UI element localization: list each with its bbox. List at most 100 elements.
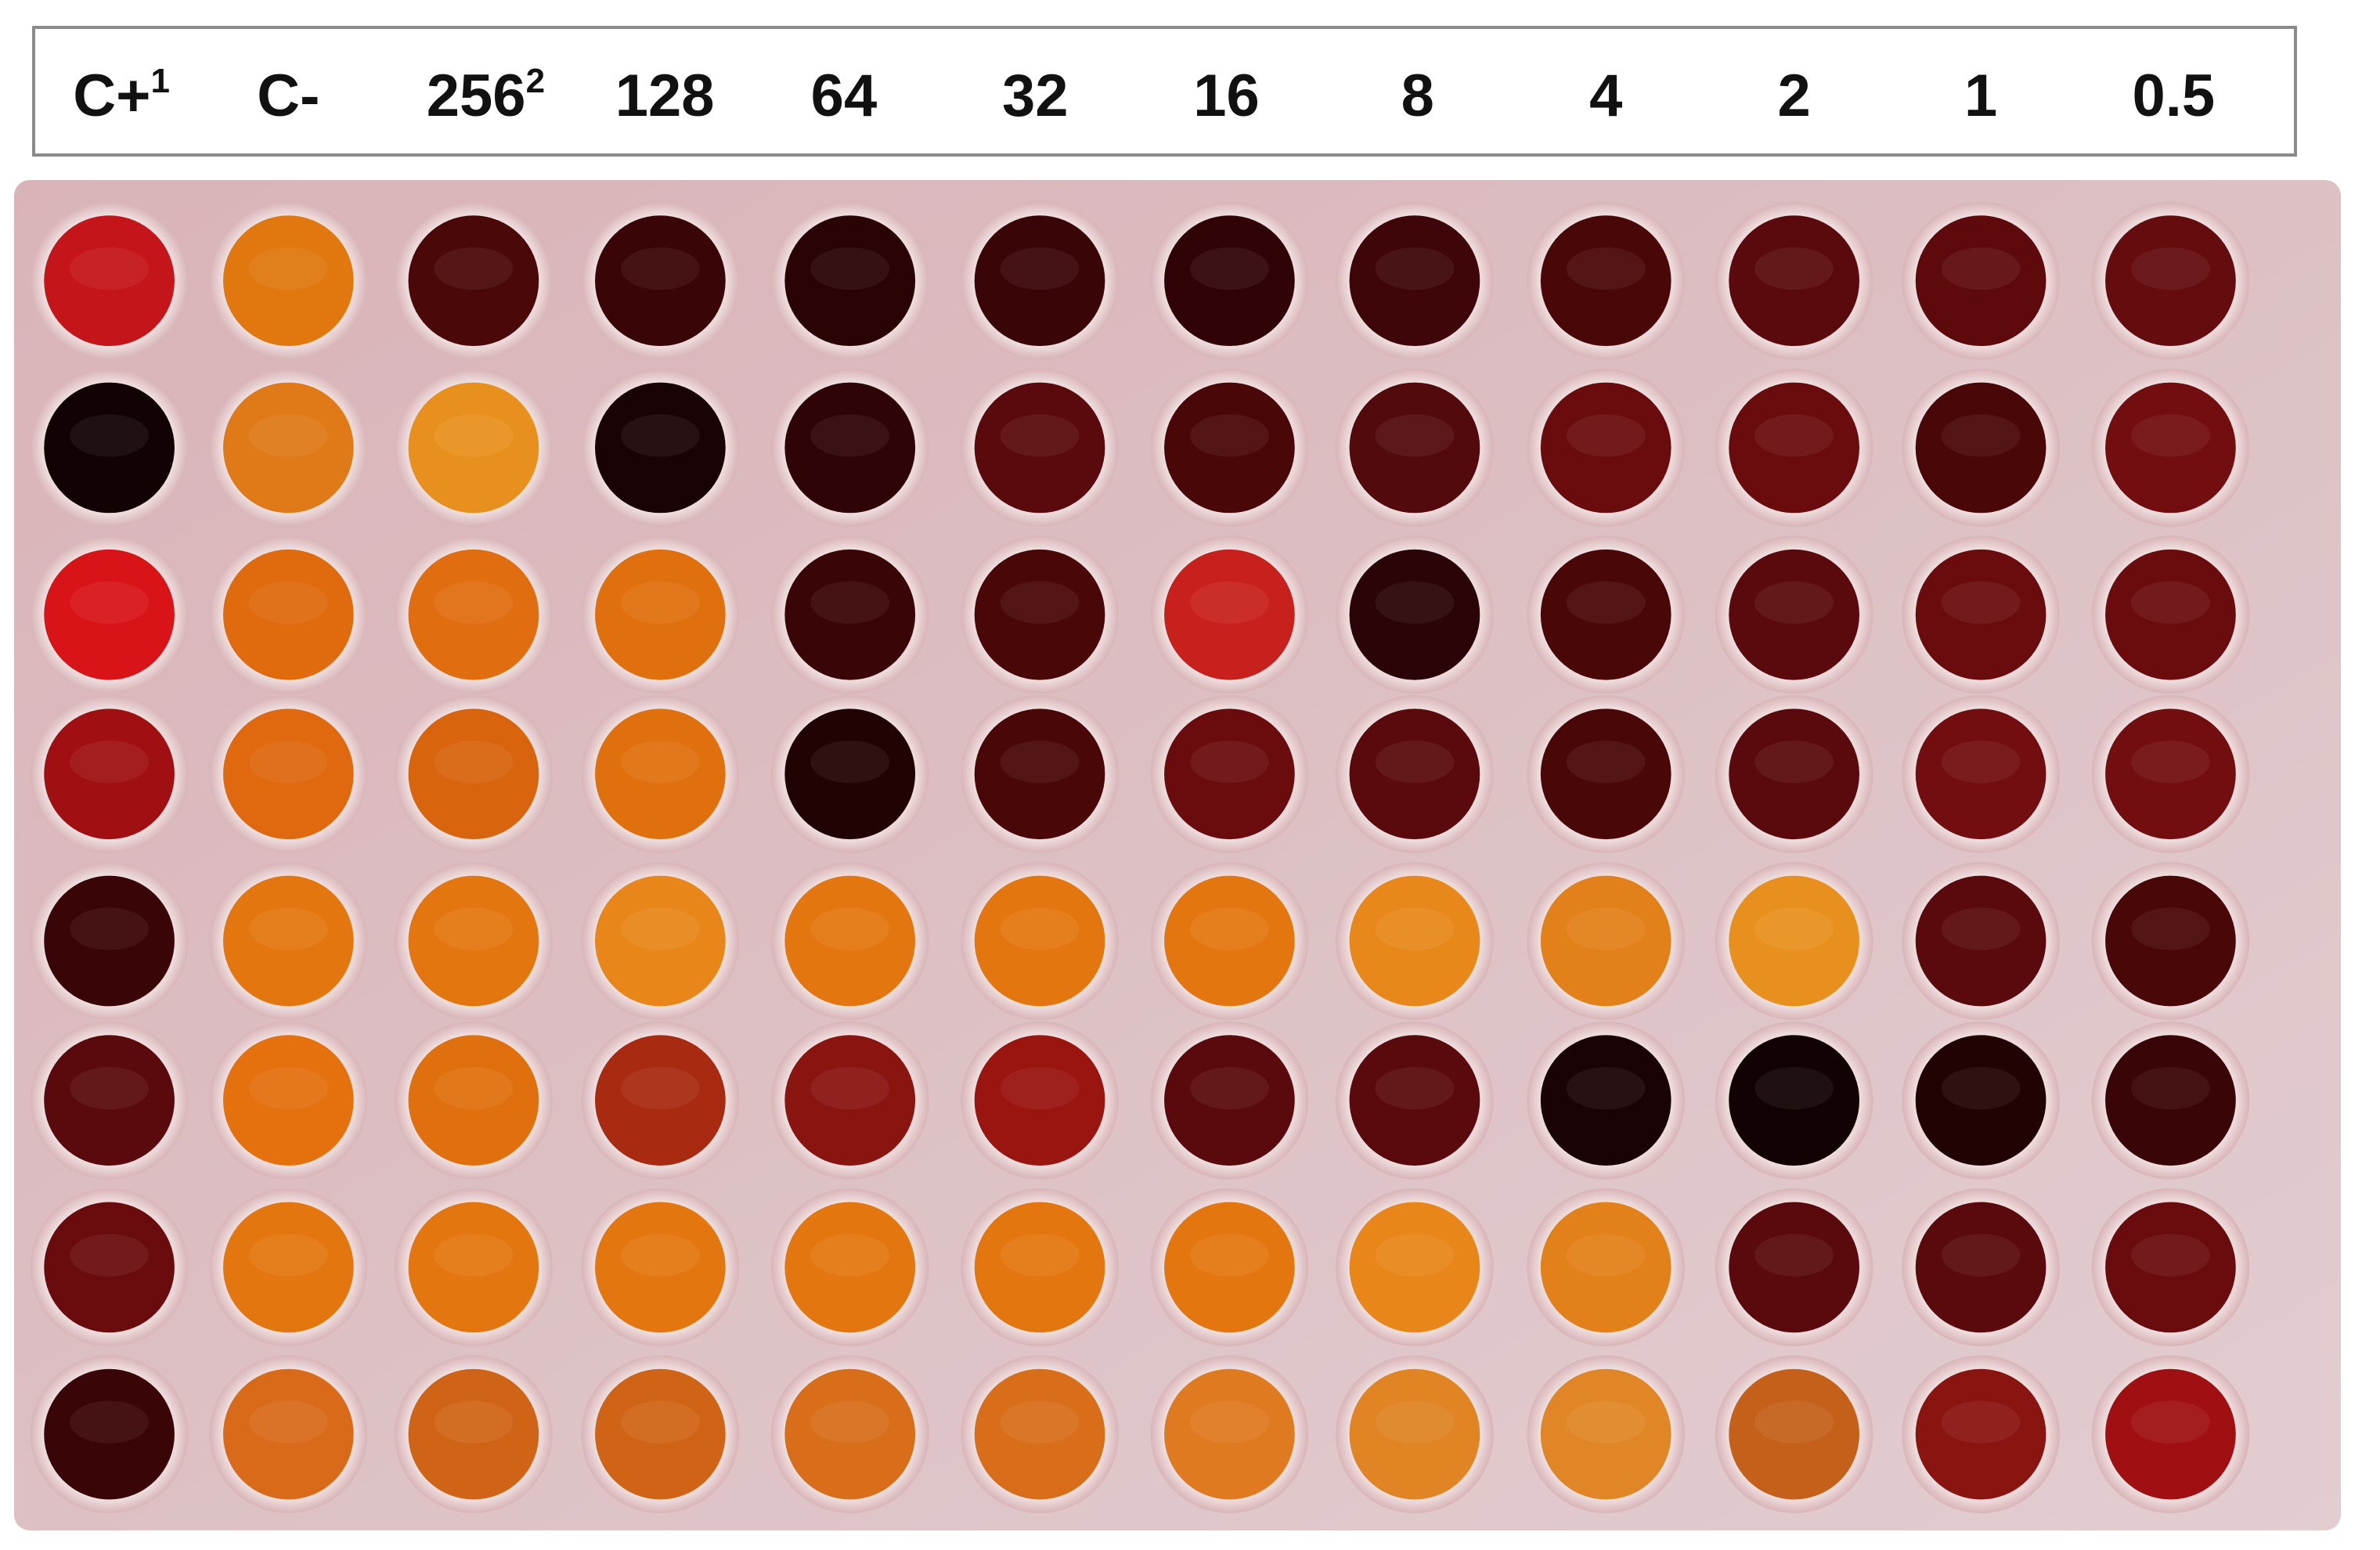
well (1729, 382, 1859, 514)
well (784, 1035, 916, 1166)
well (1349, 1368, 1480, 1500)
well-shine (1566, 247, 1646, 290)
well-shine (810, 247, 890, 290)
well-shine (1754, 1400, 1834, 1444)
well (408, 708, 539, 840)
well-shine (70, 907, 149, 950)
well (1729, 708, 1859, 840)
well (1164, 382, 1295, 514)
header-labels: C+1 C- 2562 128 64 32 16 8 4 2 1 0.5 (73, 62, 2215, 129)
well-shine (1941, 414, 2021, 457)
well-shine (434, 907, 514, 950)
well (2105, 708, 2236, 840)
well (1540, 875, 1671, 1007)
well (2105, 215, 2236, 347)
well (1349, 382, 1480, 514)
well (974, 875, 1105, 1007)
well (1915, 875, 2046, 1007)
well (595, 875, 726, 1007)
label-superscript: 2 (526, 62, 545, 100)
well (2105, 549, 2236, 680)
well (1349, 215, 1480, 347)
well (223, 1202, 354, 1333)
well (784, 1368, 916, 1500)
well-shine (2131, 1400, 2210, 1444)
well (408, 1202, 539, 1333)
well-shine (248, 581, 328, 624)
well (595, 1035, 726, 1166)
well-shine (1375, 414, 1455, 457)
well (1915, 1202, 2046, 1333)
well-shine (620, 581, 700, 624)
well (1915, 1368, 2046, 1500)
well-shine (810, 1234, 890, 1277)
well (784, 708, 916, 840)
well (44, 382, 175, 514)
well-shine (70, 414, 149, 457)
column-label: 1 (1964, 63, 1997, 129)
well-shine (1754, 247, 1834, 290)
well-shine (810, 581, 890, 624)
label-text: 256 (427, 63, 526, 129)
column-label: C- (257, 63, 319, 129)
well-shine (248, 1234, 328, 1277)
well-shine (1190, 581, 1269, 624)
well (595, 1202, 726, 1333)
label-text: C- (257, 63, 319, 129)
well-shine (434, 741, 514, 784)
well-shine (248, 1400, 328, 1444)
well (784, 875, 916, 1007)
well-shine (1190, 1400, 1269, 1444)
well-shine (1754, 1066, 1834, 1110)
label-text: 1 (1964, 63, 1997, 129)
well (1540, 1035, 1671, 1166)
well-shine (1375, 1234, 1455, 1277)
column-label: 2562 (427, 62, 545, 129)
well (223, 215, 354, 347)
well (44, 708, 175, 840)
well (1349, 1202, 1480, 1333)
well (1540, 1202, 1671, 1333)
well-shine (1566, 581, 1646, 624)
label-text: 32 (1002, 63, 1069, 129)
well (1540, 708, 1671, 840)
well-shine (810, 1066, 890, 1110)
well (408, 1035, 539, 1166)
well (595, 708, 726, 840)
well (1729, 875, 1859, 1007)
well-shine (2131, 741, 2210, 784)
well-shine (70, 581, 149, 624)
well-shine (620, 741, 700, 784)
well-shine (1375, 741, 1455, 784)
well (1915, 215, 2046, 347)
well (974, 549, 1105, 680)
well (44, 1202, 175, 1333)
well-shine (2131, 247, 2210, 290)
label-text: 0.5 (2132, 63, 2215, 129)
well-shine (810, 1400, 890, 1444)
well-shine (810, 414, 890, 457)
well-shine (1000, 741, 1080, 784)
column-label: 0.5 (2132, 63, 2215, 129)
well (1349, 875, 1480, 1007)
column-label: 128 (615, 63, 715, 129)
well-shine (434, 414, 514, 457)
well (595, 549, 726, 680)
well-shine (1375, 247, 1455, 290)
well (595, 382, 726, 514)
well (1915, 549, 2046, 680)
well (223, 875, 354, 1007)
well-shine (70, 1066, 149, 1110)
well-shine (1754, 414, 1834, 457)
well-shine (1375, 581, 1455, 624)
column-label: 4 (1589, 63, 1622, 129)
well (784, 215, 916, 347)
column-label: 32 (1002, 63, 1069, 129)
well (1540, 382, 1671, 514)
well (974, 1368, 1105, 1500)
well (2105, 382, 2236, 514)
well (223, 1368, 354, 1500)
well-shine (620, 1234, 700, 1277)
well (1349, 708, 1480, 840)
